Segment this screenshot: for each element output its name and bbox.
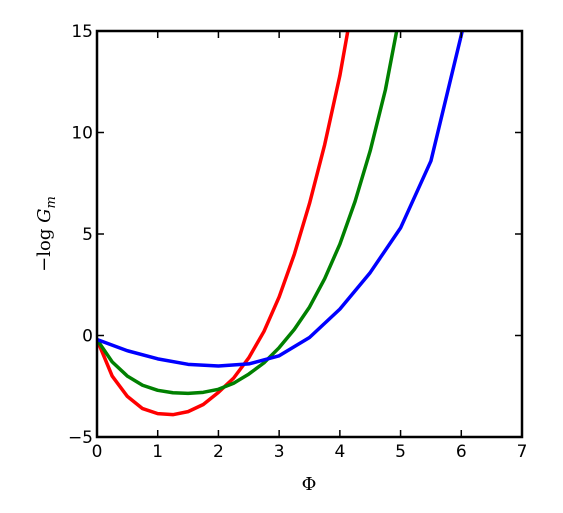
y-label-prefix: −log [34,223,55,272]
x-tick-label: 1 [152,442,163,462]
series-line [97,31,465,368]
plot-area [97,31,465,417]
x-tick-label: 0 [92,442,103,462]
y-tick-label: −5 [68,428,93,448]
y-tick-label: 10 [71,124,93,144]
plot-frame [95,29,524,439]
x-tick-label: 6 [456,442,467,462]
y-tick-label: 0 [82,327,93,347]
x-tick-label: 5 [395,442,406,462]
y-label-var: G [34,209,55,223]
x-axis-label: Φ [302,474,317,495]
x-tick-label: 2 [213,442,224,462]
x-tick-label: 4 [334,442,345,462]
x-tick-label: 7 [517,442,528,462]
y-tick-label: 5 [82,225,93,245]
y-tick-label: 15 [71,22,93,42]
y-label-sub: m [44,196,59,208]
x-tick-label: 3 [274,442,285,462]
y-axis-label: −log Gm [34,196,59,272]
series-line [97,31,399,396]
